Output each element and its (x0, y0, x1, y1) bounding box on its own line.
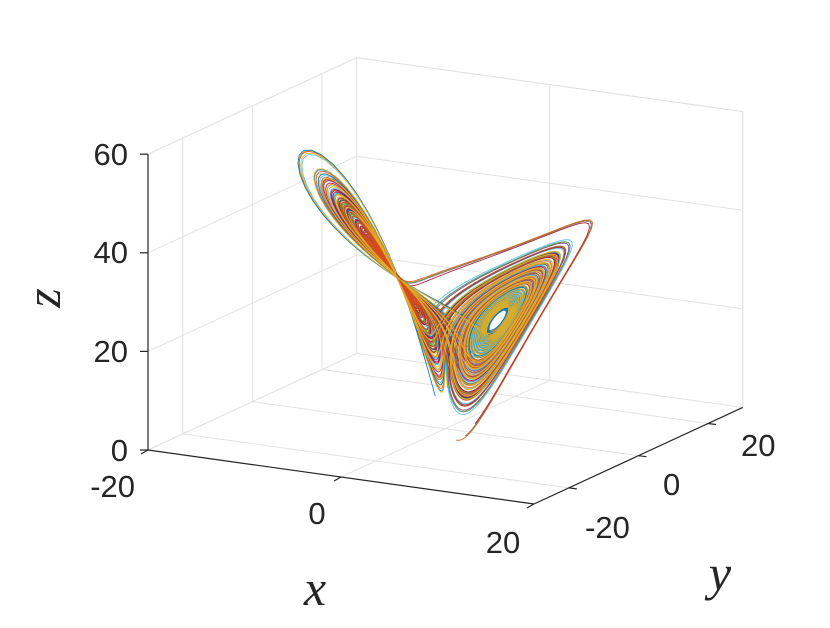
trajectory-series (300, 152, 561, 400)
axes-frame (140, 153, 744, 509)
y-tick-label: 0 (663, 467, 680, 502)
x-tick-label: 20 (486, 525, 520, 560)
pane-edge (356, 57, 743, 113)
grid-line (356, 352, 743, 408)
z-axis-label: z (15, 288, 71, 308)
grid-line (147, 352, 358, 451)
x-tick-mark (526, 503, 535, 509)
grid-line (182, 433, 569, 489)
x-tick-label: 0 (308, 496, 325, 531)
y-tick-mark (568, 487, 577, 490)
y-tick-mark (638, 455, 647, 458)
grid-line (147, 155, 358, 254)
y-tick-mark (707, 422, 717, 426)
z-tick-label: 40 (94, 235, 128, 270)
y-tick-label: -20 (585, 510, 630, 545)
trajectory-lines (297, 149, 594, 441)
grid-line (252, 401, 639, 457)
axes-grid (147, 57, 744, 505)
y-tick-label: 20 (741, 428, 775, 463)
z-tick-label: 0 (111, 433, 128, 468)
y-axis-label: y (704, 545, 732, 601)
pane-edge (147, 57, 358, 155)
grid-line (321, 369, 709, 424)
z-tick-label: 60 (94, 137, 128, 172)
x-tick-mark (140, 449, 149, 455)
grid-line (356, 155, 743, 211)
x-tick-label: -20 (90, 469, 135, 504)
z-tick-label: 20 (94, 334, 128, 369)
x-tick-mark (333, 476, 342, 482)
grid-line (147, 254, 358, 352)
trajectory-series (320, 176, 594, 441)
x-axis-label: x (303, 560, 326, 616)
